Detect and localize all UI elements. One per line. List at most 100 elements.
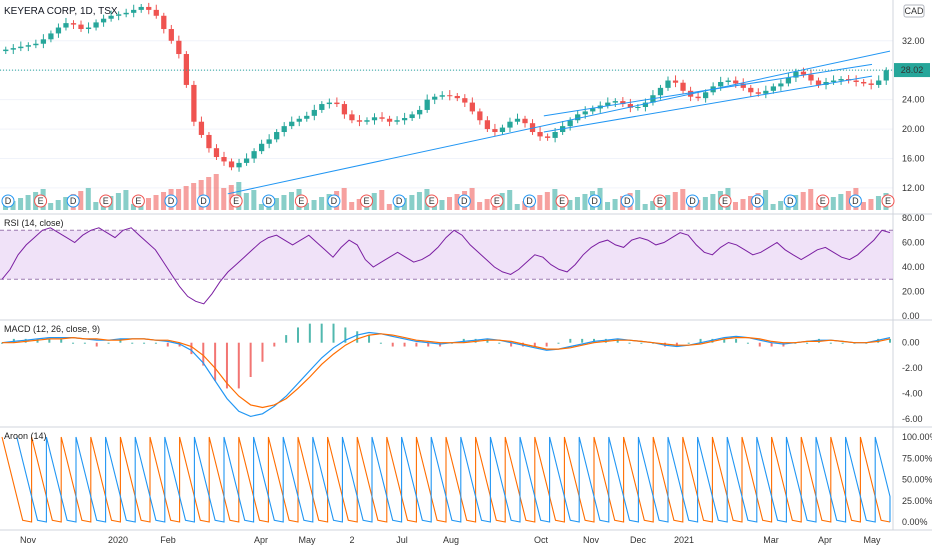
aroon-pane[interactable]: [1, 436, 891, 523]
x-axis-label: Jul: [396, 535, 408, 545]
dividend-marker: [457, 194, 471, 208]
event-marker-label: E: [559, 196, 565, 206]
trendline: [543, 75, 873, 133]
candle-body: [830, 80, 837, 82]
candle-body: [176, 40, 182, 55]
volume-bar: [288, 192, 294, 210]
rsi-title: RSI (14, close): [4, 218, 64, 228]
volume-bar: [311, 200, 317, 210]
event-marker-label: D: [331, 196, 338, 206]
candle-body: [883, 70, 889, 81]
volume-bar: [484, 199, 490, 210]
earnings-marker: [99, 194, 113, 208]
candle-body: [311, 109, 317, 116]
aroon-tick-label: 75.00%: [902, 453, 932, 463]
earnings-marker: [131, 194, 145, 208]
dividend-marker: [164, 194, 178, 208]
volume-bar: [552, 189, 558, 210]
macd-histogram-bar: [687, 342, 690, 344]
candle-body: [657, 87, 664, 96]
volume-bar: [514, 204, 520, 210]
price-tick-label: 12.00: [902, 183, 925, 193]
candle-body: [123, 12, 129, 15]
candle-body: [341, 104, 348, 115]
candle-body: [815, 80, 822, 85]
earnings-marker: [881, 194, 895, 208]
volume-bar: [710, 194, 716, 210]
candle-body: [800, 71, 807, 75]
macd-histogram-bar: [379, 342, 382, 344]
rsi-line: [1, 227, 891, 305]
candle-body: [770, 86, 776, 91]
volume-bar: [258, 204, 264, 210]
candle-body: [304, 115, 310, 119]
rsi-tick-label: 0.00: [902, 311, 920, 321]
volume-bar: [522, 201, 528, 210]
earnings-marker: [229, 194, 243, 208]
chart-title: KEYERA CORP, 1D, TSX: [4, 6, 118, 17]
volume-bar: [477, 202, 483, 210]
volume-bar: [213, 174, 219, 210]
aroon-title: Aroon (14): [4, 431, 47, 441]
macd-histogram-bar: [403, 342, 406, 347]
macd-histogram-bar: [72, 342, 75, 344]
candle-body: [131, 9, 137, 13]
candle-body: [228, 161, 235, 168]
volume-bar: [85, 188, 91, 210]
x-axis-label: Nov: [20, 535, 37, 545]
macd-histogram-bar: [782, 342, 785, 347]
currency-badge[interactable]: [903, 4, 925, 18]
candle-body: [55, 27, 62, 34]
candle-body: [454, 95, 460, 99]
rsi-band: [0, 230, 893, 280]
event-marker-label: E: [38, 196, 44, 206]
event-marker-label: E: [820, 196, 826, 206]
candle-body: [439, 95, 445, 97]
dividend-marker: [262, 194, 276, 208]
volume-bar: [582, 194, 588, 210]
rsi-pane[interactable]: [0, 227, 893, 305]
candle-body: [868, 83, 874, 85]
macd-histogram-bar: [202, 342, 205, 366]
volume-bar: [778, 201, 784, 210]
candle-body: [778, 83, 784, 87]
candle-body: [733, 80, 739, 84]
candle-body: [725, 80, 731, 82]
candle-body: [93, 22, 99, 28]
macd-tick-label: -6.00: [902, 414, 923, 424]
candle-body: [386, 118, 393, 122]
candle-body: [552, 132, 558, 138]
macd-histogram-bar: [308, 323, 311, 343]
x-axis-label: May: [863, 535, 881, 545]
event-marker-label: E: [298, 196, 304, 206]
macd-histogram-bar: [332, 323, 335, 343]
volume-bar: [371, 193, 377, 210]
event-marker-label: D: [5, 196, 12, 206]
dividend-marker: [620, 194, 634, 208]
macd-histogram-bar: [95, 342, 98, 347]
aroon-tick-label: 0.00%: [902, 517, 928, 527]
candle-body: [477, 111, 483, 121]
volume-bar: [800, 192, 806, 210]
candle-body: [567, 120, 573, 127]
volume-bar: [191, 183, 197, 210]
dividend-marker: [197, 194, 211, 208]
candle-body: [63, 23, 69, 28]
x-axis-label: Oct: [534, 535, 549, 545]
macd-histogram-bar: [391, 342, 394, 347]
volume-bar: [635, 190, 641, 210]
rsi-tick-label: 80.00: [902, 213, 925, 223]
volume-bar: [304, 203, 310, 210]
candle-body: [793, 71, 799, 78]
macd-pane[interactable]: [1, 323, 891, 418]
candle-body: [627, 104, 634, 108]
volume-bar: [281, 195, 287, 210]
aroon-tick-label: 25.00%: [902, 496, 932, 506]
macd-histogram-bar: [131, 342, 134, 344]
macd-histogram-bar: [261, 342, 264, 362]
candle-body: [108, 15, 114, 19]
aroon-down-line: [16, 436, 891, 523]
volume-bar: [642, 204, 648, 210]
